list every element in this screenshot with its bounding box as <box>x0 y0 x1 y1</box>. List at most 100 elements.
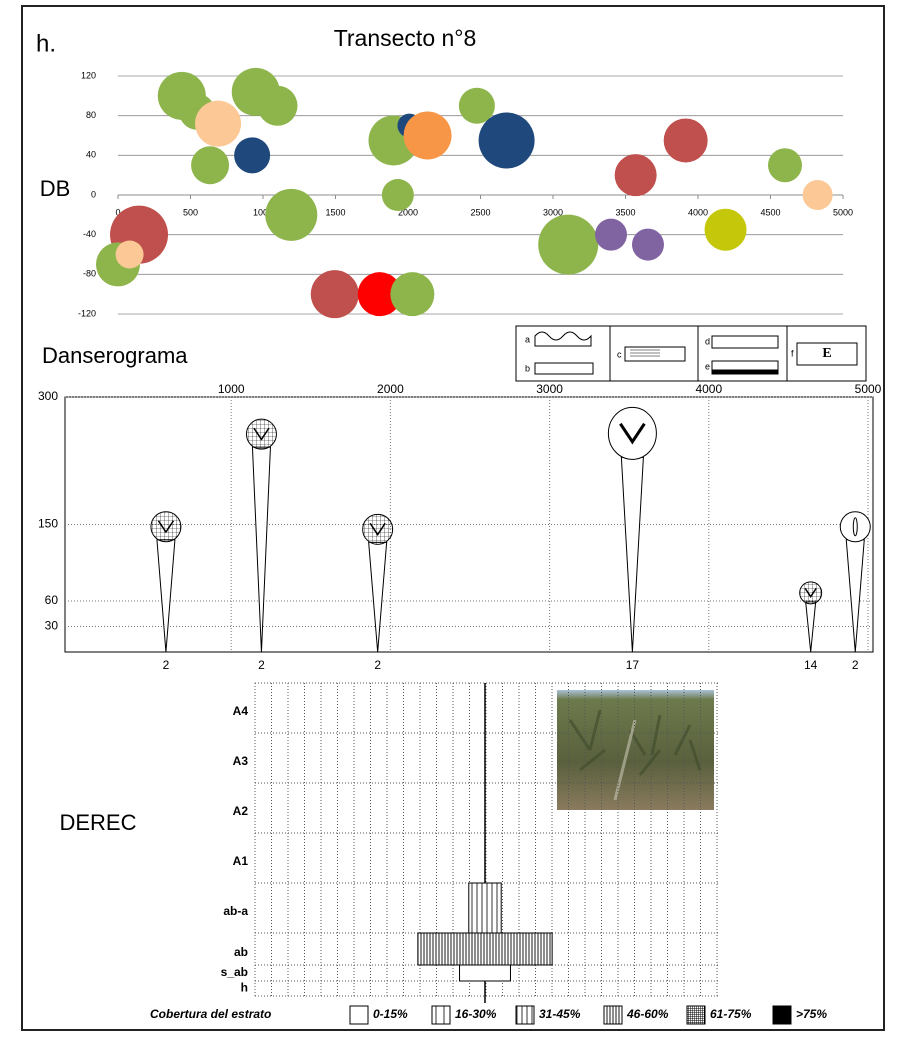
legend-label: >75% <box>796 1007 827 1021</box>
frame <box>21 5 885 1031</box>
bubble <box>310 270 359 319</box>
bubble <box>195 100 242 147</box>
count-label: 2 <box>852 658 859 672</box>
symbol-f: E <box>822 346 831 361</box>
plant-stem <box>251 446 271 653</box>
bubble <box>390 272 435 317</box>
crown <box>839 511 871 543</box>
plant-stem <box>620 456 644 653</box>
legend-title: Cobertura del estrato <box>150 1007 271 1021</box>
plant-stem <box>845 539 865 653</box>
bubble <box>458 87 495 124</box>
bubble <box>704 208 747 251</box>
y-label: DB <box>40 176 71 201</box>
y-tick-label: -120 <box>78 308 96 318</box>
y-tick-label: 150 <box>38 517 58 531</box>
bubble <box>357 272 402 317</box>
crown <box>150 511 182 543</box>
x-tick-label: 1500 <box>325 207 345 217</box>
x-tick-label: 3000 <box>536 382 563 396</box>
stratum-label: ab <box>234 945 248 959</box>
crown-leaf <box>852 517 858 537</box>
bubble <box>257 85 298 126</box>
x-tick-label: 5000 <box>833 207 853 217</box>
count-label: 2 <box>374 658 381 672</box>
plant-stem <box>368 541 388 653</box>
x-tick-label: 2500 <box>470 207 490 217</box>
danserogram-title: Danserograma <box>42 343 188 368</box>
y-tick-label: -40 <box>83 229 96 239</box>
x-tick-label: 4500 <box>760 207 780 217</box>
bubble <box>115 240 144 269</box>
y-tick-label: 40 <box>86 150 96 160</box>
stratum-label: A1 <box>233 854 249 868</box>
bubble <box>663 118 708 163</box>
derec-title: DEREC <box>59 810 136 835</box>
legend-swatch <box>603 1005 623 1025</box>
plant-stem <box>156 539 176 653</box>
symbol-label: f <box>791 348 794 358</box>
bubble <box>614 154 657 197</box>
legend-label: 0-15% <box>373 1007 408 1021</box>
crown-v <box>619 422 646 445</box>
bubble <box>631 228 664 261</box>
x-tick-label: 0 <box>115 207 120 217</box>
stratum-label: A3 <box>233 754 249 768</box>
legend-label: 61-75% <box>710 1007 752 1021</box>
y-tick-label: 30 <box>45 619 59 633</box>
bubble <box>802 180 833 210</box>
stratum-label: s_ab <box>221 965 248 979</box>
bubble <box>768 148 802 183</box>
x-tick-label: 3500 <box>615 207 635 217</box>
legend-label: 31-45% <box>539 1007 581 1021</box>
count-label: 2 <box>258 658 265 672</box>
crown <box>607 406 657 460</box>
symbol-label: d <box>705 336 710 346</box>
plot-frame <box>64 396 874 653</box>
count-label: 2 <box>163 658 170 672</box>
title: Transecto n°8 <box>334 25 477 51</box>
x-tick-label: 2000 <box>398 207 418 217</box>
symbol-legend <box>515 325 867 382</box>
bubble <box>265 188 318 241</box>
plant-stem <box>805 601 817 653</box>
legend-swatch <box>772 1005 792 1025</box>
y-tick-label: -80 <box>83 269 96 279</box>
photo-texture <box>568 709 702 801</box>
cover-bar <box>468 882 502 934</box>
crown <box>245 418 277 450</box>
legend-swatch <box>686 1005 706 1025</box>
x-tick-label: 500 <box>183 207 198 217</box>
bubble <box>538 214 599 275</box>
legend-swatch <box>515 1005 535 1025</box>
y-tick-label: 0 <box>91 189 96 199</box>
legend-swatch <box>431 1005 451 1025</box>
stratum-label: h <box>241 981 248 995</box>
x-tick-label: 4000 <box>688 207 708 217</box>
cover-bar <box>417 932 553 966</box>
crown-v <box>157 520 175 534</box>
count-label: 17 <box>626 658 640 672</box>
symbol-label: a <box>525 334 530 344</box>
y-tick-label: 120 <box>81 70 96 80</box>
x-tick-label: 4000 <box>695 382 722 396</box>
y-tick-label: 60 <box>45 593 59 607</box>
symbol-label: e <box>705 361 710 371</box>
photo <box>557 690 714 810</box>
bubble <box>234 137 271 174</box>
legend-label: 46-60% <box>626 1007 669 1021</box>
stratum-label: ab-a <box>223 904 248 918</box>
x-tick-label: 1000 <box>253 207 273 217</box>
bubble <box>381 179 414 211</box>
bubble <box>191 146 230 185</box>
count-label: 14 <box>804 658 818 672</box>
legend-label: 16-30% <box>455 1007 497 1021</box>
crown-v <box>804 588 817 599</box>
stratum-label: A2 <box>233 804 249 818</box>
stratum-label: A4 <box>233 704 249 718</box>
bubble <box>478 112 535 169</box>
bubble <box>403 111 452 160</box>
x-tick-label: 1000 <box>218 382 245 396</box>
legend-swatch <box>349 1005 369 1025</box>
